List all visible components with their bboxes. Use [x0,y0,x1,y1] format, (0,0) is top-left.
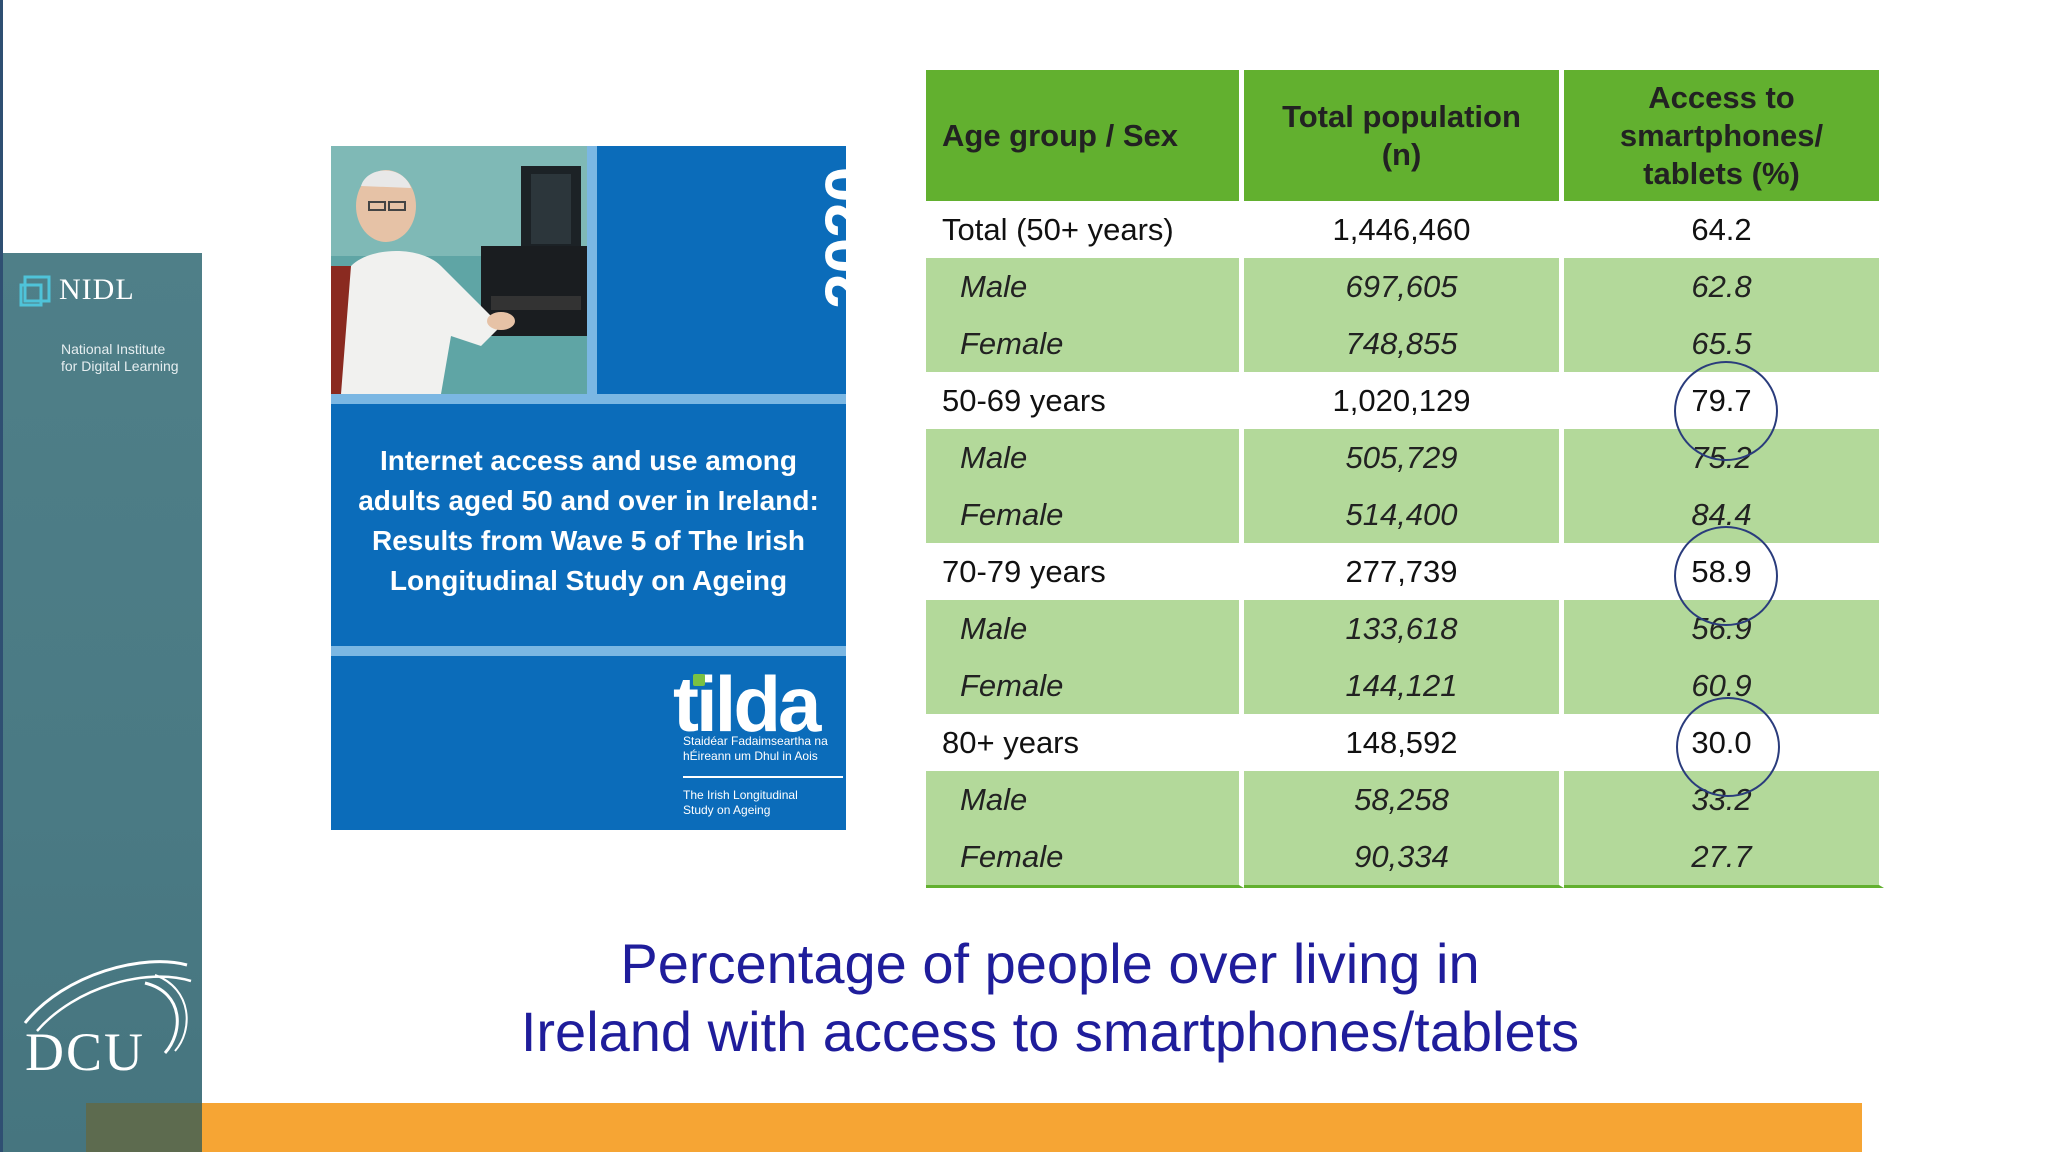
left-edge-line [0,0,3,1152]
cell-age-group: Male [926,429,1244,486]
table-row: Female 90,334 27.7 [926,828,1884,888]
cell-total-population: 748,855 [1244,315,1564,372]
table-header-row: Age group / Sex Total population (n) Acc… [926,70,1884,201]
cell-total-population: 697,605 [1244,258,1564,315]
cell-total-population: 277,739 [1244,543,1564,600]
cover-divider-bottom [331,646,846,656]
elderly-man-computer-photo [331,146,587,394]
cover-divider-vertical [587,146,597,394]
cell-age-group: Female [926,486,1244,543]
cell-age-group: Female [926,315,1244,372]
cell-total-population: 58,258 [1244,771,1564,828]
tilda-english-name: The Irish Longitudinal Study on Ageing [683,788,798,817]
header-total-population: Total population (n) [1244,70,1564,201]
cell-total-population: 514,400 [1244,486,1564,543]
cell-total-population: 505,729 [1244,429,1564,486]
cell-age-group: Male [926,258,1244,315]
table-row: Female 144,121 60.9 [926,657,1884,714]
nidl-title: NIDL [59,273,135,306]
cell-age-group: Male [926,771,1244,828]
dcu-swoosh-icon [23,960,192,1055]
table-row: Male 505,729 75.2 [926,429,1884,486]
table-row: Female 748,855 65.5 [926,315,1884,372]
cell-age-group: Total (50+ years) [926,201,1244,258]
cell-total-population: 1,020,129 [1244,372,1564,429]
footer-dark-block [86,1103,202,1152]
highlight-circle-50-69 [1674,361,1778,461]
cell-access-percent: 62.8 [1564,258,1884,315]
table-row: Male 697,605 62.8 [926,258,1884,315]
nidl-subtitle: National Institute for Digital Learning [61,341,179,374]
slide-caption: Percentage of people over living in Irel… [520,932,1580,1063]
table-row: Total (50+ years) 1,446,460 64.2 [926,201,1884,258]
report-cover: 2020 Internet access and use among adult… [331,146,884,830]
cell-total-population: 90,334 [1244,828,1564,888]
tilda-logo-dot [693,674,705,686]
highlight-circle-80-plus [1676,697,1780,797]
cover-title: Internet access and use among adults age… [358,445,819,596]
tilda-divider [683,776,843,778]
header-access: Access to smartphones/ tablets (%) [1564,70,1884,201]
dcu-logo-text: DCU [25,1022,146,1082]
cell-total-population: 133,618 [1244,600,1564,657]
cell-age-group: 70-79 years [926,543,1244,600]
cell-age-group: Female [926,657,1244,714]
cell-age-group: Male [926,600,1244,657]
cell-age-group: 50-69 years [926,372,1244,429]
brand-sidebar: NIDL National Institute for Digital Lear… [3,253,202,1152]
cell-total-population: 148,592 [1244,714,1564,771]
cell-age-group: Female [926,828,1244,888]
cell-total-population: 1,446,460 [1244,201,1564,258]
footer-orange-bar [202,1103,1862,1152]
nidl-logo-icon [19,275,51,307]
cell-total-population: 144,121 [1244,657,1564,714]
table-row: 70-79 years 277,739 58.9 [926,543,1884,600]
cell-access-percent: 27.7 [1564,828,1884,888]
table-row: Male 58,258 33.2 [926,771,1884,828]
highlight-circle-70-79 [1674,526,1778,626]
tilda-irish-name: Staidéar Fadaimseartha na hÉireann um Dh… [683,734,828,763]
cell-age-group: 80+ years [926,714,1244,771]
cover-divider-top [331,394,846,404]
header-age-group: Age group / Sex [926,70,1244,201]
cover-year: 2020 [812,166,884,309]
cell-access-percent: 64.2 [1564,201,1884,258]
table-row: Female 514,400 84.4 [926,486,1884,543]
